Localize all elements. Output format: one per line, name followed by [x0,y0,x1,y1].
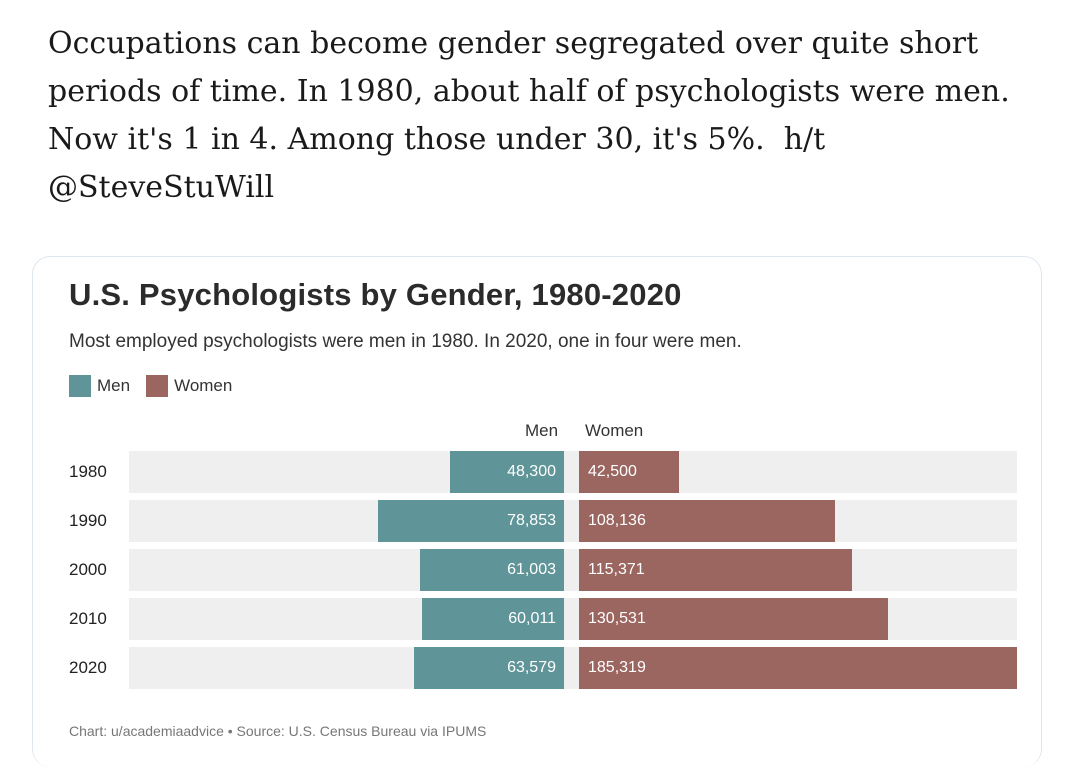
chart-legend: Men Women [69,375,232,397]
year-label: 2010 [69,609,107,628]
chart-title: U.S. Psychologists by Gender, 1980-2020 [69,277,682,312]
bar-label-men: 61,003 [507,561,556,578]
legend-label-women: Women [174,376,233,395]
legend-swatch-men [69,375,91,397]
bar-men[interactable] [377,500,564,542]
row-background [129,451,1017,493]
bar-label-men: 60,011 [508,610,556,627]
bar-men[interactable] [413,647,564,689]
chart-card[interactable]: U.S. Psychologists by Gender, 1980-2020 … [32,256,1042,767]
row-background [129,549,1017,591]
bar-label-women: 115,371 [588,561,645,578]
row-background [129,500,1017,542]
legend-swatch-women [146,375,169,397]
bar-label-women: 185,319 [588,659,646,676]
bar-men[interactable] [422,598,564,640]
legend-label-men: Men [97,376,131,395]
legend-item-men: Men [69,375,130,397]
chart-subtitle: Most employed psychologists were men in … [69,331,742,352]
bar-label-men: 63,579 [507,659,556,676]
bar-label-women: 108,136 [588,512,646,529]
year-label: 2000 [69,560,107,579]
chart-footer: Chart: u/academiaadvice • Source: U.S. C… [69,723,487,739]
year-label: 2020 [69,658,107,677]
bar-women[interactable] [579,647,1017,689]
legend-item-women: Women [146,375,232,397]
tweet-text: Occupations can become gender segregated… [48,26,1020,205]
bar-label-women: 130,531 [588,610,646,627]
bar-men[interactable] [419,549,564,591]
bar-label-men: 78,853 [507,512,556,529]
bar-women[interactable] [579,598,888,640]
bar-women[interactable] [579,500,835,542]
year-label: 1980 [69,462,107,481]
bar-women[interactable] [579,549,852,591]
bar-men[interactable] [449,451,564,493]
bar-label-men: 48,300 [507,463,556,480]
column-header-women: Women [585,421,644,440]
bar-label-women: 42,500 [588,463,637,480]
year-label: 1990 [69,511,107,530]
bar-women[interactable] [579,451,680,493]
column-header-men: Men [525,421,559,440]
